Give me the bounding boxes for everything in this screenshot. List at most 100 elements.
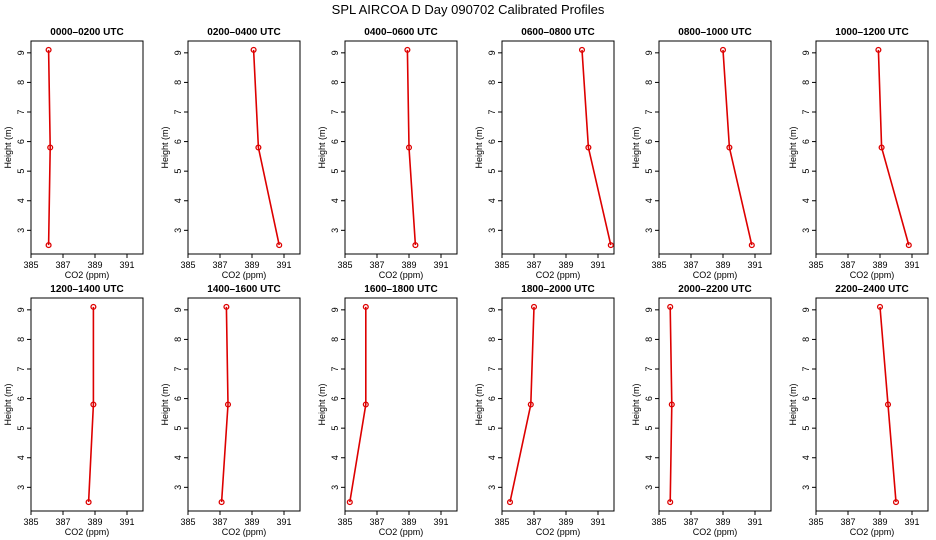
y-tick-label: 9 <box>487 50 497 55</box>
x-tick-label: 391 <box>747 260 762 270</box>
x-axis-label: CO2 (ppm) <box>536 527 581 537</box>
x-tick-label: 391 <box>119 260 134 270</box>
x-tick-label: 385 <box>180 517 195 527</box>
profile-line <box>349 306 367 503</box>
profile-line <box>406 49 417 246</box>
profile-point <box>530 303 538 310</box>
y-tick-label: 9 <box>644 50 654 55</box>
y-tick-label: 4 <box>173 198 183 203</box>
y-tick-label: 9 <box>16 307 26 312</box>
profile-point <box>667 303 674 310</box>
y-tick-label: 7 <box>487 366 497 371</box>
profile-point <box>346 499 353 506</box>
x-tick-label: 389 <box>244 260 259 270</box>
y-tick-label: 8 <box>801 80 811 85</box>
y-tick-label: 4 <box>801 455 811 460</box>
plot-frame <box>30 40 144 255</box>
panel-11: 2000–2200 UTC 385 387 389 391 3 4 5 6 7 8 9 CO2 (ppm… <box>631 284 772 537</box>
y-tick-label: 8 <box>487 80 497 85</box>
y-axis-label: Height (m) <box>3 126 13 168</box>
x-axis-label: CO2 (ppm) <box>379 527 424 537</box>
profile-point <box>884 401 892 408</box>
x-tick-label: 385 <box>651 260 666 270</box>
panel-title: 0200–0400 UTC <box>207 27 280 38</box>
profile-point <box>875 46 882 53</box>
y-tick-label: 4 <box>173 455 183 460</box>
y-tick-label: 4 <box>330 198 340 203</box>
panel-title: 2200–2400 UTC <box>835 284 908 295</box>
profile-line <box>581 49 612 246</box>
y-tick-label: 8 <box>173 337 183 342</box>
y-tick-label: 7 <box>173 366 183 371</box>
profile-point <box>276 242 283 249</box>
x-axis-label: CO2 (ppm) <box>850 270 895 280</box>
plot-frame <box>501 40 615 255</box>
plot-frame <box>30 297 144 512</box>
x-tick-label: 385 <box>494 260 509 270</box>
x-tick-label: 387 <box>840 517 855 527</box>
y-tick-label: 6 <box>16 396 26 401</box>
x-tick-label: 385 <box>494 517 509 527</box>
panel-title: 1800–2000 UTC <box>521 284 594 295</box>
y-tick-label: 4 <box>487 198 497 203</box>
x-tick-label: 389 <box>87 517 102 527</box>
y-tick-label: 6 <box>644 396 654 401</box>
x-axis-label: CO2 (ppm) <box>536 270 581 280</box>
profile-line <box>252 49 280 246</box>
x-tick-label: 385 <box>808 260 823 270</box>
x-tick-label: 387 <box>212 260 227 270</box>
y-tick-label: 4 <box>487 455 497 460</box>
y-tick-label: 7 <box>330 366 340 371</box>
y-axis-label: Height (m) <box>631 126 641 168</box>
profile-point <box>668 401 675 408</box>
y-tick-label: 7 <box>644 366 654 371</box>
x-axis-label: CO2 (ppm) <box>850 527 895 537</box>
y-tick-label: 5 <box>330 169 340 174</box>
y-tick-label: 5 <box>330 426 340 431</box>
y-tick-label: 9 <box>173 50 183 55</box>
y-tick-label: 6 <box>487 139 497 144</box>
panel-title: 1400–1600 UTC <box>207 284 280 295</box>
y-axis-label: Height (m) <box>788 126 798 168</box>
x-tick-label: 387 <box>526 260 541 270</box>
y-tick-label: 5 <box>801 169 811 174</box>
y-tick-label: 8 <box>16 80 26 85</box>
profile-line <box>669 306 673 503</box>
x-axis-label: CO2 (ppm) <box>222 270 267 280</box>
y-tick-label: 3 <box>16 228 26 233</box>
profile-line <box>220 306 229 503</box>
panel-6: 1000–1200 UTC 385 387 389 391 3 4 5 6 7 8 9 CO2 (ppm… <box>788 27 929 280</box>
x-tick-label: 389 <box>401 260 416 270</box>
x-tick-label: 391 <box>590 260 605 270</box>
x-tick-label: 387 <box>369 517 384 527</box>
y-tick-label: 6 <box>173 396 183 401</box>
y-axis-label: Height (m) <box>474 126 484 168</box>
y-tick-label: 8 <box>801 337 811 342</box>
x-tick-label: 389 <box>872 260 887 270</box>
panel-4: 0600–0800 UTC 385 387 389 391 3 4 5 6 7 8 9 CO2 (ppm… <box>474 27 615 280</box>
profile-point <box>748 242 755 249</box>
y-tick-label: 7 <box>801 366 811 371</box>
y-tick-label: 3 <box>644 485 654 490</box>
x-tick-label: 387 <box>683 517 698 527</box>
panel-2: 0200–0400 UTC 385 387 389 391 3 4 5 6 7 8 9 CO2 (ppm… <box>160 27 301 280</box>
y-tick-label: 5 <box>16 169 26 174</box>
x-tick-label: 387 <box>369 260 384 270</box>
y-tick-label: 4 <box>644 198 654 203</box>
y-tick-label: 8 <box>644 80 654 85</box>
x-tick-label: 391 <box>904 517 919 527</box>
profile-point <box>506 499 514 506</box>
panel-5: 0800–1000 UTC 385 387 389 391 3 4 5 6 7 8 9 CO2 (ppm… <box>631 27 772 280</box>
profile-point <box>578 46 586 53</box>
x-tick-label: 389 <box>558 260 573 270</box>
x-tick-label: 389 <box>558 517 573 527</box>
x-axis-label: CO2 (ppm) <box>222 527 267 537</box>
y-tick-label: 7 <box>644 109 654 114</box>
panel-title: 2000–2200 UTC <box>678 284 751 295</box>
panel-3: 0400–0600 UTC 385 387 389 391 3 4 5 6 7 8 9 CO2 (ppm… <box>317 27 458 280</box>
y-tick-label: 6 <box>801 139 811 144</box>
y-tick-label: 3 <box>487 228 497 233</box>
y-tick-label: 7 <box>487 109 497 114</box>
